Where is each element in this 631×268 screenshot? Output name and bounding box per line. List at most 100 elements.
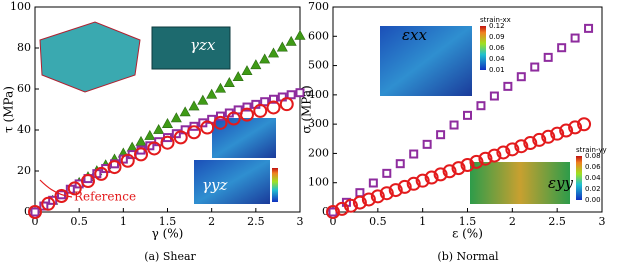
colorbar-tick: 0.01	[489, 66, 505, 74]
marker	[397, 179, 412, 194]
marker	[326, 205, 340, 219]
marker	[267, 47, 280, 58]
marker	[361, 192, 376, 207]
marker	[250, 59, 262, 70]
marker	[179, 106, 191, 117]
marker	[187, 125, 201, 140]
marker	[41, 196, 56, 211]
x-axis-label: ε (%)	[452, 227, 483, 241]
x-tick-label: 1	[120, 215, 127, 228]
marker	[260, 97, 270, 107]
marker	[370, 189, 385, 204]
inset-images	[39, 21, 570, 204]
marker	[294, 29, 306, 40]
marker	[382, 168, 392, 178]
marker	[415, 173, 430, 188]
marker	[422, 139, 432, 149]
marker	[442, 164, 457, 179]
marker	[206, 88, 218, 99]
series-label: Reference	[74, 190, 136, 204]
marker	[577, 117, 592, 132]
marker	[496, 145, 511, 160]
inset-block	[194, 160, 270, 204]
marker	[409, 149, 419, 159]
annotation: εxx	[402, 26, 428, 44]
marker	[94, 166, 109, 181]
marker	[134, 147, 148, 162]
inset-block	[151, 26, 231, 70]
marker	[388, 183, 403, 198]
colorbar-tick: 0.09	[489, 33, 505, 41]
marker	[285, 35, 297, 46]
marker	[160, 135, 175, 150]
marker	[559, 123, 574, 138]
marker	[161, 118, 174, 128]
y-tick-label: 100	[308, 176, 329, 189]
x-tick-label: 0	[32, 215, 39, 228]
colorbar-tick: 0.02	[585, 185, 601, 193]
caption: (b) Normal	[437, 250, 499, 263]
marker	[170, 112, 182, 123]
marker	[503, 81, 513, 91]
y-tick-label: 500	[308, 59, 329, 72]
marker	[433, 167, 448, 182]
inset-block	[470, 162, 570, 204]
inset-mesh	[39, 21, 141, 93]
marker	[436, 130, 446, 140]
marker	[253, 103, 268, 118]
marker	[241, 65, 253, 76]
colorbar-tick: 0.04	[489, 55, 505, 63]
marker	[557, 43, 567, 53]
y-tick-label: 0	[24, 205, 31, 218]
marker	[514, 139, 529, 154]
x-tick-label: 0	[330, 215, 337, 228]
marker	[223, 77, 235, 87]
marker	[489, 91, 499, 101]
x-tick-label: 2	[509, 215, 516, 228]
marker	[197, 94, 209, 105]
colorbar-tick: 0.12	[489, 22, 505, 30]
marker	[200, 120, 215, 135]
marker	[334, 201, 349, 216]
y-tick-label: 400	[308, 88, 329, 101]
colorbar-tick: 0.04	[585, 174, 601, 182]
colorbar	[576, 156, 582, 200]
marker	[379, 186, 394, 201]
marker	[568, 120, 583, 135]
marker	[39, 201, 49, 211]
colorbar-tick: 0.06	[585, 163, 601, 171]
marker	[214, 82, 227, 93]
caption: (a) Shear	[144, 250, 196, 263]
marker	[487, 148, 502, 163]
marker	[107, 160, 122, 175]
colorbar-tick: 0.06	[489, 44, 505, 52]
marker	[240, 107, 254, 122]
marker	[279, 97, 294, 112]
x-tick-label: 2	[208, 215, 215, 228]
colorbar	[480, 26, 486, 70]
inset-block	[212, 118, 276, 158]
y-axis-label: τ (MPa)	[2, 86, 16, 133]
x-tick-label: 1	[419, 215, 426, 228]
x-tick-label: 2.5	[548, 215, 566, 228]
y-tick-label: 80	[17, 41, 31, 54]
colorbar-title: strain-yy	[576, 146, 607, 154]
y-tick-label: 20	[17, 164, 31, 177]
y-axis-label: σ (MPa)	[300, 85, 314, 133]
marker	[505, 142, 520, 157]
inset-block	[380, 26, 472, 96]
x-tick-label: 0.5	[369, 215, 387, 228]
annotation: εyy	[548, 174, 574, 192]
marker	[295, 88, 305, 98]
y-tick-label: 700	[308, 0, 329, 13]
marker	[395, 159, 405, 169]
x-tick-label: 2.5	[247, 215, 265, 228]
marker	[153, 123, 165, 134]
x-tick-label: 1.5	[159, 215, 177, 228]
marker	[424, 170, 439, 185]
marker	[213, 115, 228, 130]
marker	[120, 153, 135, 168]
y-tick-label: 40	[17, 123, 31, 136]
marker	[232, 71, 244, 81]
marker	[355, 188, 365, 198]
